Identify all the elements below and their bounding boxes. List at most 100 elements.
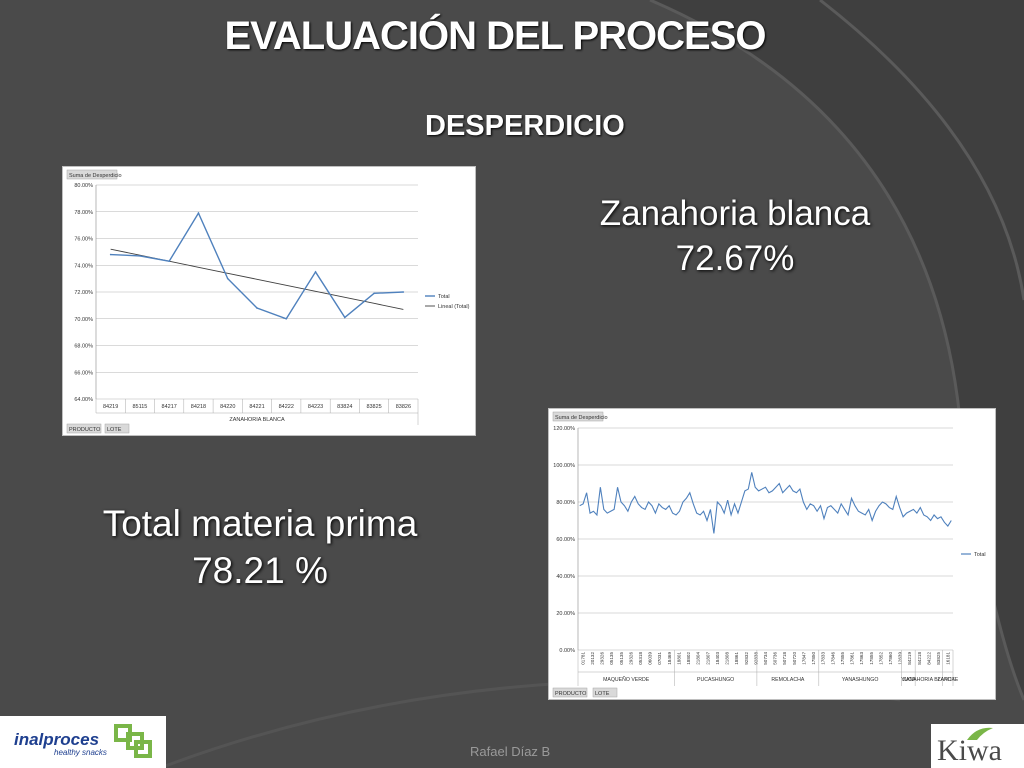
chart2-xtick-label: 84218 bbox=[917, 652, 922, 665]
chart2-xtick-label: 20132 bbox=[590, 652, 595, 665]
chart2-xtick-label: 06039 bbox=[648, 652, 653, 665]
chart1-data-point bbox=[373, 292, 375, 295]
chart2-group-label: REMOLACHA bbox=[771, 677, 804, 683]
chart1-footer-lote-bg bbox=[104, 423, 130, 434]
chart1-xtick-label: 84219 bbox=[103, 404, 118, 410]
chart2-xtick-label: 17850 bbox=[811, 652, 816, 665]
chart2-xtick-label: 21807 bbox=[705, 652, 710, 665]
chart1-xtick-label: 84220 bbox=[220, 404, 235, 410]
chart2-footer-producto-bg bbox=[552, 687, 588, 698]
chart1-data-point bbox=[139, 255, 141, 257]
chart2-footer-lote: LOTE bbox=[595, 691, 610, 697]
chart2-xtick-label: 17863 bbox=[859, 652, 864, 665]
chart2-ytick-label: 40.00% bbox=[556, 574, 575, 580]
chart1-data-point bbox=[226, 277, 229, 280]
zanahoria-stat: Zanahoria blanca 72.67% bbox=[570, 192, 900, 282]
chart1-xtick-label: 83824 bbox=[337, 404, 352, 410]
chart2-group-label: YANASHUNGO bbox=[842, 677, 879, 683]
chart2-footer-producto: PRODUCTO bbox=[555, 691, 587, 697]
chart1-header-button-bg bbox=[66, 169, 118, 180]
chart2-xtick-label: 21804 bbox=[696, 652, 701, 665]
chart2-xtick-label: 21808 bbox=[725, 652, 730, 665]
chart1-ytick-label: 80.00% bbox=[74, 183, 93, 189]
chart2-xtick-label: 17860 bbox=[888, 652, 893, 665]
chart2-legend-total: Total bbox=[974, 552, 986, 558]
chart1-group-label: ZANAHORIA BLANCA bbox=[229, 417, 285, 423]
chart1-footer-lote: LOTE bbox=[107, 427, 122, 433]
chart2-xtick-label: 29326 bbox=[628, 652, 633, 665]
slide-subtitle: DESPERDICIO bbox=[425, 110, 625, 142]
chart2-ytick-label: 20.00% bbox=[556, 611, 575, 617]
chart1-xtick-label: 84223 bbox=[308, 404, 323, 410]
chart1-header-button: Suma de Desperdicio bbox=[69, 173, 122, 179]
chart2-xtick-label: 18861 bbox=[734, 652, 739, 665]
chart2-xtick-label: 29326 bbox=[600, 652, 605, 665]
inalproces-logo-name: inalproces bbox=[14, 730, 100, 749]
chart1-legend-total: Total bbox=[438, 294, 450, 300]
chart2-xtick-label: 17852 bbox=[878, 652, 883, 665]
chart2-xtick-label: 18802 bbox=[686, 652, 691, 665]
inalproces-squares-icon bbox=[114, 724, 152, 758]
inalproces-logo-tagline: healthy snacks bbox=[54, 748, 107, 757]
chart2-group-label: ZANAHORIA BLANCA bbox=[903, 677, 956, 683]
slide-title: EVALUACIÓN DEL PROCESO bbox=[224, 14, 766, 58]
chart2-ytick-label: 120.00% bbox=[553, 426, 575, 432]
chart2-xtick-label: 50734 bbox=[763, 652, 768, 665]
chart2-group-label: YUCA bbox=[901, 677, 916, 683]
kiwa-logo: Kiwa bbox=[931, 724, 1024, 768]
zanahoria-label: Zanahoria blanca bbox=[599, 194, 871, 233]
zanahoria-chart-svg: Suma de Desperdicio 64.00% 66.00% 68.00% 70.… bbox=[66, 169, 470, 434]
chart1-xtick-label: 84221 bbox=[249, 404, 264, 410]
total-chart-svg: Suma de Desperdicio 0.00% 20.00% 40.00% 60.0… bbox=[552, 411, 986, 698]
chart2-xtick-label: 17846 bbox=[830, 652, 835, 665]
chart1-legend-trend: Lineal (Total) bbox=[438, 304, 470, 310]
chart2-xtick-label: 07031 bbox=[657, 652, 662, 665]
zanahoria-chart: Suma de Desperdicio 64.00% 66.00% 68.00% 70.… bbox=[62, 166, 476, 436]
chart2-ytick-label: 60.00% bbox=[556, 537, 575, 543]
chart1-ytick-label: 78.00% bbox=[74, 210, 93, 216]
chart2-xtick-label: 16181 bbox=[946, 652, 951, 665]
chart2-xtick-label: 05135 bbox=[619, 652, 624, 665]
chart2-xtick-label: 12639 bbox=[898, 652, 903, 665]
chart1-data-point bbox=[285, 317, 288, 320]
leaf-icon bbox=[967, 727, 993, 740]
chart2-xtick-label: 84219 bbox=[907, 652, 912, 665]
chart2-total-line bbox=[579, 472, 952, 534]
chart2-xtick-label: 01781 bbox=[580, 652, 585, 665]
chart1-ytick-label: 66.00% bbox=[74, 370, 93, 376]
chart2-xtick-label: 18801 bbox=[676, 652, 681, 665]
chart1-total-line bbox=[110, 211, 404, 320]
chart1-footer-producto: PRODUCTO bbox=[69, 427, 101, 433]
chart1-xtick-label: 85115 bbox=[132, 404, 147, 410]
total-chart: Suma de Desperdicio 0.00% 20.00% 40.00% 60.0… bbox=[548, 408, 996, 700]
zanahoria-value: 72.67% bbox=[675, 238, 795, 278]
chart1-data-point bbox=[344, 316, 346, 319]
chart2-xtick-label: 17847 bbox=[801, 652, 806, 665]
chart1-ytick-label: 68.00% bbox=[74, 344, 93, 350]
chart1-xtick-label: 84218 bbox=[191, 404, 206, 410]
chart2-group-label: PUCASHUNGO bbox=[697, 677, 734, 683]
chart1-data-point bbox=[314, 271, 317, 273]
chart2-ytick-label: 0.00% bbox=[559, 648, 575, 654]
chart2-footer-lote-bg bbox=[592, 687, 618, 698]
chart1-data-point bbox=[109, 253, 112, 256]
chart1-xtick-label: 83826 bbox=[396, 404, 411, 410]
chart1-data-point bbox=[197, 212, 200, 214]
chart2-xtick-label: 84222 bbox=[926, 652, 931, 665]
chart2-xtick-label: 92838 bbox=[753, 652, 758, 665]
chart1-ytick-label: 76.00% bbox=[74, 237, 93, 243]
chart1-data-point bbox=[168, 260, 170, 263]
chart2-header-button-bg bbox=[552, 411, 604, 422]
chart2-xtick-label: 92832 bbox=[744, 652, 749, 665]
chart2-xtick-label: 50736 bbox=[773, 652, 778, 665]
chart1-ytick-label: 64.00% bbox=[74, 397, 93, 403]
chart2-xtick-label: 83825 bbox=[936, 652, 941, 665]
chart1-xtick-label: 84222 bbox=[279, 404, 294, 410]
chart2-xtick-label: 05318 bbox=[638, 652, 643, 665]
chart2-xtick-label: 50718 bbox=[782, 652, 787, 665]
chart1-footer-producto-bg bbox=[66, 423, 102, 434]
chart2-xtick-label: 50720 bbox=[792, 652, 797, 665]
chart1-data-point bbox=[256, 307, 258, 309]
chart2-xtick-label: 18403 bbox=[715, 652, 720, 665]
chart2-xtick-label: 17855 bbox=[840, 652, 845, 665]
